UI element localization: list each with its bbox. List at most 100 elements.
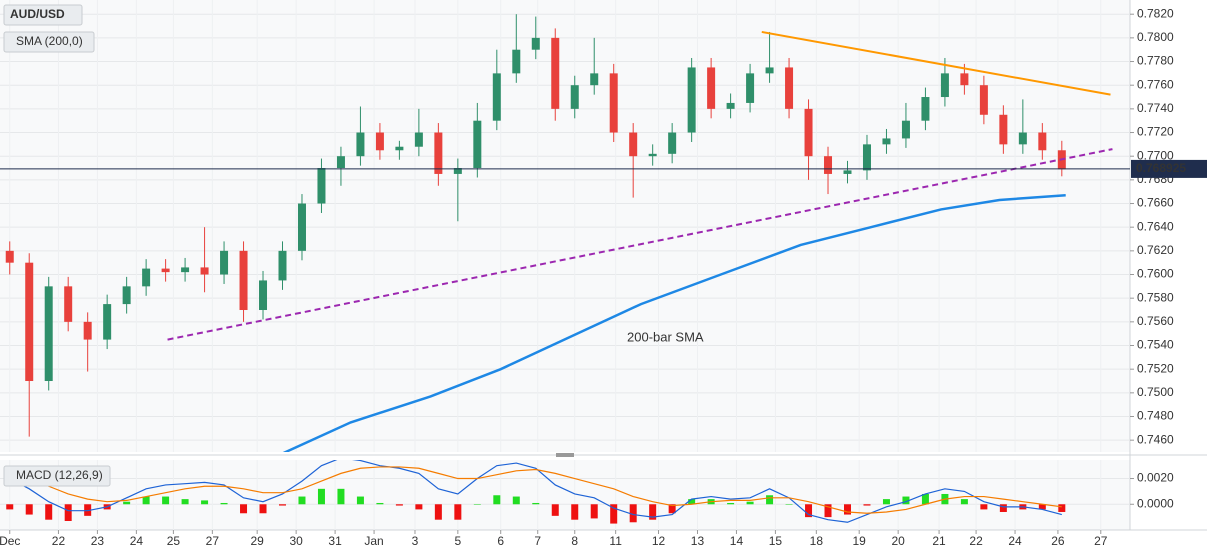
candle-body — [979, 85, 988, 115]
macd-histogram-bar — [824, 504, 832, 518]
candle-body — [434, 132, 443, 174]
candle-body — [1018, 132, 1027, 145]
macd-histogram-bar — [6, 504, 14, 510]
macd-histogram-bar — [25, 504, 33, 515]
candle-body — [375, 132, 384, 151]
x-tick-label: 13 — [691, 534, 705, 548]
macd-histogram-bar — [45, 504, 53, 520]
y-tick-label: 0.7520 — [1137, 361, 1174, 375]
macd-histogram-bar — [259, 504, 267, 514]
y-tick-label: 0.7480 — [1137, 409, 1174, 423]
macd-histogram-bar — [571, 504, 579, 520]
candle-body — [122, 286, 131, 305]
macd-histogram-bar — [1058, 504, 1066, 512]
y-tick-label: 0.0020 — [1137, 471, 1174, 485]
y-tick-label: 0.7660 — [1137, 196, 1174, 210]
candle-body — [142, 268, 151, 287]
macd-histogram-bar — [844, 504, 851, 515]
macd-histogram-bar — [863, 504, 871, 506]
macd-plot-bg — [0, 460, 1130, 530]
x-tick-label: 25 — [167, 534, 181, 548]
candle-body — [843, 170, 852, 174]
x-tick-label: 15 — [769, 534, 783, 548]
sma-legend-box[interactable] — [3, 31, 95, 53]
macd-histogram-bar — [201, 500, 209, 505]
candle-body — [103, 304, 112, 340]
y-tick-label: 0.7620 — [1137, 243, 1174, 257]
macd-histogram-bar — [980, 504, 988, 510]
candle-body — [687, 67, 696, 133]
symbol-box[interactable] — [3, 4, 83, 26]
x-tick-label: 30 — [289, 534, 303, 548]
macd-histogram-bar — [688, 499, 696, 505]
candle-body — [259, 280, 268, 311]
candle-body — [824, 156, 833, 174]
sma-legend: SMA (200,0) — [16, 34, 83, 48]
y-tick-label: 0.7780 — [1137, 54, 1174, 68]
macd-histogram-bar — [337, 488, 345, 505]
x-tick-label: 3 — [412, 534, 419, 548]
macd-histogram-bar — [999, 504, 1007, 512]
candle-body — [901, 120, 910, 139]
x-tick-label: 12 — [652, 534, 666, 548]
candle-body — [882, 138, 891, 145]
candle-body — [940, 73, 949, 98]
y-tick-label: 0.7500 — [1137, 385, 1174, 399]
macd-histogram-bar — [668, 504, 676, 514]
x-tick-label: 7 — [534, 534, 541, 548]
macd-histogram-bar — [123, 501, 131, 505]
y-tick-label: 0.7700 — [1137, 148, 1174, 162]
last-price-tag — [1131, 159, 1207, 178]
candle-body — [161, 268, 170, 273]
candle-body — [83, 321, 92, 340]
macd-histogram-bar — [181, 499, 189, 505]
sma-annotation: 200-bar SMA — [627, 329, 704, 344]
candle-body — [5, 250, 14, 263]
x-tick-label: 5 — [455, 534, 462, 548]
candle-body — [648, 153, 657, 157]
macd-histogram-bar — [785, 504, 793, 505]
macd-histogram-bar — [356, 496, 364, 505]
candle-body — [473, 120, 482, 169]
candle-body — [785, 67, 794, 109]
candle-body — [765, 67, 774, 74]
x-tick-label: 22 — [969, 534, 983, 548]
macd-histogram-bar — [298, 496, 306, 505]
y-tick-label: 0.7600 — [1137, 267, 1174, 281]
macd-histogram-bar — [960, 499, 968, 505]
trend-line — [167, 148, 1113, 341]
y-tick-label: 0.7540 — [1137, 338, 1174, 352]
candle-body — [862, 144, 871, 171]
candle-body — [317, 168, 326, 204]
macd-histogram-bar — [220, 502, 228, 505]
macd-histogram-bar — [746, 501, 754, 505]
macd-histogram-bar — [84, 504, 92, 516]
macd-histogram-bar — [279, 504, 286, 506]
macd-histogram-bar — [805, 504, 813, 518]
candle-body — [804, 108, 813, 157]
macd-histogram-bar — [142, 496, 150, 505]
macd-histogram-bar — [240, 504, 248, 514]
x-tick-label: 23 — [91, 534, 105, 548]
macd-histogram-bar — [882, 499, 890, 505]
x-tick-label: 27 — [1094, 534, 1108, 548]
y-tick-label: 0.7460 — [1137, 432, 1174, 446]
last-price-label: 0.768925 — [1136, 161, 1186, 175]
x-tick-label: 22 — [52, 534, 66, 548]
candle-body — [570, 85, 579, 109]
main-plot — [0, 13, 1130, 452]
x-tick-label: Jan — [364, 534, 383, 548]
panel-grip[interactable] — [556, 453, 574, 457]
x-tick-label: 20 — [891, 534, 905, 548]
macd-histogram-bar — [610, 504, 618, 524]
x-tick-label: 24 — [130, 534, 144, 548]
candle-body — [414, 132, 423, 147]
macd-legend-box[interactable] — [3, 465, 111, 487]
macd-plot — [0, 460, 1130, 530]
x-tick-label: 6 — [497, 534, 504, 548]
candle-body — [668, 132, 677, 154]
candle-body — [492, 73, 501, 121]
chart-title: AUD/USD — [10, 7, 65, 21]
candle-body — [551, 37, 560, 109]
